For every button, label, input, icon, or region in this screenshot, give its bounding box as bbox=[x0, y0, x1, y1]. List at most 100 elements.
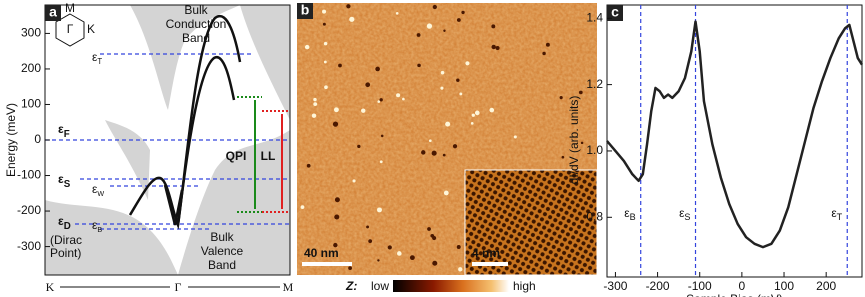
defect bbox=[397, 251, 402, 256]
y-tick-label: 1.2 bbox=[586, 77, 603, 91]
level-label: εB bbox=[624, 206, 635, 222]
defect bbox=[377, 259, 380, 262]
defect bbox=[334, 197, 340, 203]
region-label: Conduction bbox=[166, 17, 227, 31]
colorbar-high: high bbox=[513, 279, 536, 293]
y-tick-label: 1.4 bbox=[586, 10, 603, 24]
defect bbox=[459, 92, 463, 96]
y-tick-label: 300 bbox=[21, 26, 41, 40]
defect bbox=[387, 245, 392, 250]
qpi-label: QPI bbox=[226, 149, 247, 163]
defect bbox=[380, 134, 384, 138]
defect bbox=[357, 144, 361, 149]
level-label: εS bbox=[679, 206, 690, 222]
defect bbox=[545, 42, 550, 47]
symbol: ε bbox=[624, 206, 630, 220]
level-label: εW bbox=[92, 182, 104, 198]
panel-a bbox=[44, 4, 291, 288]
x-tick-label: 0 bbox=[739, 279, 746, 293]
x-axis-label: M bbox=[283, 280, 294, 294]
colorbar-low: low bbox=[371, 279, 389, 293]
defect bbox=[375, 66, 380, 72]
y-tick-label: -100 bbox=[17, 168, 41, 182]
conduction-region bbox=[240, 5, 290, 120]
defect bbox=[402, 97, 405, 101]
label-bg bbox=[297, 3, 313, 19]
subscript: F bbox=[64, 129, 70, 140]
panel-label: c bbox=[611, 4, 619, 20]
defect bbox=[379, 160, 383, 164]
defect bbox=[561, 155, 565, 159]
defect bbox=[322, 9, 327, 14]
defect bbox=[306, 163, 311, 168]
defect bbox=[416, 33, 421, 37]
defect bbox=[427, 227, 431, 231]
defect bbox=[352, 179, 356, 183]
colorbar bbox=[393, 280, 509, 292]
symbol: ε bbox=[92, 182, 98, 196]
qpi-arrow bbox=[237, 96, 262, 213]
bz-label: K bbox=[87, 22, 95, 36]
defect bbox=[376, 207, 382, 213]
scale-bar bbox=[472, 262, 508, 266]
symbol: ε bbox=[58, 214, 64, 228]
band-curve bbox=[163, 184, 184, 226]
panel-label: b bbox=[301, 2, 310, 18]
defect bbox=[323, 60, 327, 64]
defect bbox=[458, 267, 463, 272]
defect bbox=[445, 121, 451, 127]
defect bbox=[300, 205, 305, 210]
ll-arrow bbox=[262, 110, 290, 213]
defect bbox=[333, 242, 338, 248]
y-tick-label: 0.8 bbox=[586, 209, 603, 223]
subscript: B bbox=[97, 226, 102, 234]
defect bbox=[474, 110, 480, 116]
symbol: ε bbox=[58, 172, 64, 186]
defect bbox=[346, 4, 351, 9]
conduction-region bbox=[130, 5, 240, 110]
inset-image bbox=[464, 169, 598, 276]
x-axis-label: Sample Bias (mV) bbox=[686, 292, 783, 297]
symbol: ε bbox=[92, 50, 98, 64]
y-tick-label: 200 bbox=[21, 61, 41, 75]
x-tick-label: 100 bbox=[774, 279, 794, 293]
defect bbox=[322, 22, 326, 26]
defect bbox=[442, 153, 446, 157]
defect bbox=[313, 97, 317, 102]
symbol: ε bbox=[831, 206, 837, 220]
label-bg bbox=[45, 5, 61, 21]
defect bbox=[452, 144, 458, 149]
defect bbox=[396, 93, 401, 98]
defect bbox=[542, 51, 546, 56]
y-tick-label: 1.0 bbox=[586, 143, 603, 157]
panel-b bbox=[297, 3, 598, 292]
colorbar-title: Z: bbox=[345, 279, 357, 293]
defect bbox=[456, 245, 461, 250]
valence-region bbox=[45, 200, 178, 275]
region-label: Bulk bbox=[184, 3, 208, 17]
valence-region bbox=[178, 130, 290, 275]
ll-label: LL bbox=[261, 149, 276, 163]
subscript: T bbox=[837, 212, 843, 222]
subscript: S bbox=[64, 179, 71, 190]
defect bbox=[430, 233, 435, 238]
defect bbox=[313, 102, 318, 107]
bz-label: Γ bbox=[67, 22, 74, 36]
x-tick-label: -100 bbox=[688, 279, 712, 293]
region-label: Band bbox=[208, 258, 236, 272]
defect bbox=[333, 107, 339, 113]
band-curve bbox=[176, 56, 236, 226]
subscript: B bbox=[630, 212, 636, 222]
level-label: εT bbox=[92, 50, 102, 66]
defect bbox=[428, 139, 432, 143]
defect bbox=[495, 45, 500, 51]
frame bbox=[606, 4, 863, 278]
x-tick-label: -300 bbox=[603, 279, 627, 293]
subscript: T bbox=[97, 57, 102, 66]
defect bbox=[578, 90, 583, 95]
defect bbox=[311, 113, 317, 118]
subscript: W bbox=[97, 190, 104, 198]
defect bbox=[513, 135, 517, 139]
scale-label: 4 nm bbox=[472, 246, 500, 260]
